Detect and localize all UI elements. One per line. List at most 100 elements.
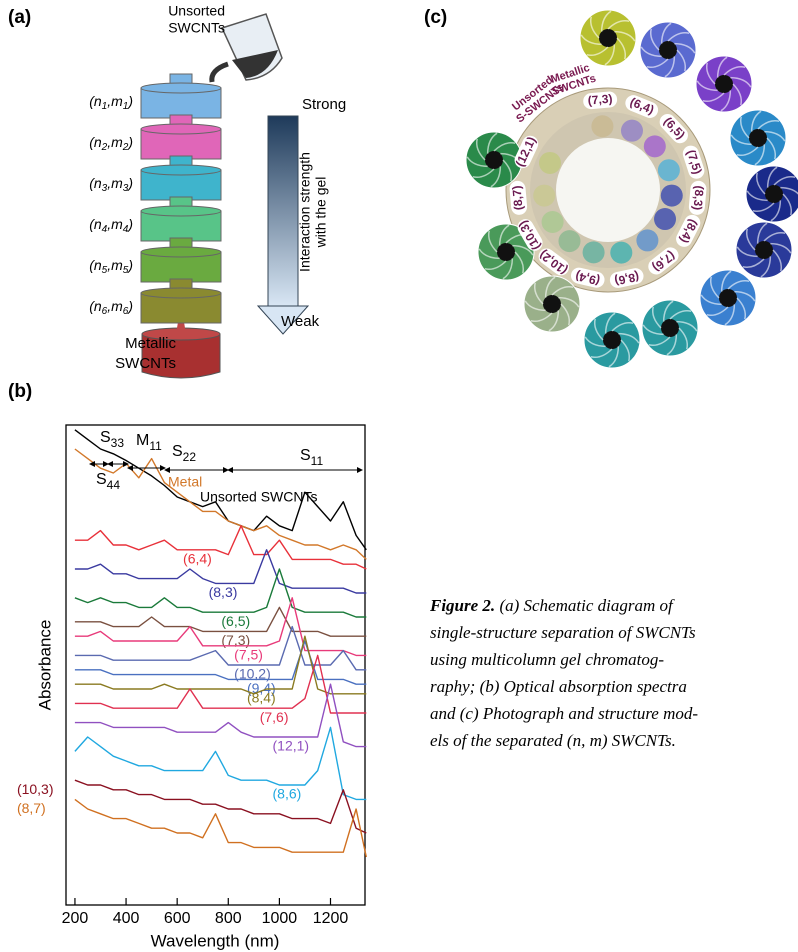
caption-line: Figure 2. (a) Schematic diagram of (429, 596, 675, 615)
vial (658, 159, 680, 181)
x-tick-label: 1000 (262, 910, 298, 927)
column-label-part: (n (89, 93, 102, 109)
source-label: SWCNTs (168, 20, 225, 36)
caption-line: using multicolumn gel chromatog- (430, 650, 664, 669)
series-label: Metal (168, 474, 202, 490)
band-label: S33 (100, 429, 124, 450)
caption-line: raphy; (b) Optical absorption spectra (430, 677, 687, 696)
column-label-part: ,m (107, 175, 123, 191)
structure-model-core (659, 41, 677, 59)
series-label: (6,5) (221, 613, 250, 629)
spectrum (75, 684, 366, 746)
weak-label: Weak (281, 313, 320, 330)
series-label: (8,3) (209, 584, 238, 600)
output-label: Metallic (125, 335, 176, 352)
caption-line: els of the separated (n, m) SWCNTs. (430, 731, 676, 750)
band-label: M11 (136, 432, 162, 453)
spectrum (75, 799, 366, 857)
column-top (141, 165, 221, 175)
column-top (141, 83, 221, 93)
column-label: (n5,m5) (89, 257, 133, 276)
column-label-part: ,m (107, 216, 123, 232)
structure-model-core (765, 185, 783, 203)
strong-label: Strong (302, 96, 346, 113)
column-label-part: (n (89, 298, 102, 314)
column-label-part: ,m (107, 93, 123, 109)
subscript: 11 (311, 454, 324, 468)
vial (583, 241, 605, 263)
vial (591, 115, 613, 137)
column-label: (n3,m3) (89, 175, 133, 194)
output-label: SWCNTs (115, 355, 176, 372)
subscript: 22 (183, 450, 197, 464)
figure: (a) (b) (c) Wavelength (nm) Absorbance F… (0, 0, 798, 952)
band-label-main: M (136, 432, 149, 449)
y-axis-label: Absorbance (35, 620, 54, 711)
band-label-main: S (172, 443, 183, 460)
subscript: 11 (149, 439, 162, 453)
structure-model-core (497, 243, 515, 261)
panel-label: (b) (8, 381, 32, 402)
caption-text: (a) Schematic diagram of (499, 596, 675, 615)
photo-center (556, 138, 660, 242)
vial (644, 135, 666, 157)
band-label-main: S (96, 471, 107, 488)
chirality-label: (8,7) (509, 185, 525, 211)
vial (558, 230, 580, 252)
series-label: (10,3) (17, 781, 54, 797)
gradient-arrow (268, 116, 298, 306)
chirality-label: (8,3) (690, 185, 706, 211)
structure-model-core (599, 29, 617, 47)
band-label: S22 (172, 443, 196, 464)
column-label-part: (n (89, 175, 102, 191)
band-label: S11 (300, 447, 323, 468)
column-label-part: (n (89, 134, 102, 150)
x-tick-label: 800 (215, 910, 242, 927)
vial (654, 208, 676, 230)
vial (621, 120, 643, 142)
x-tick-label: 1200 (313, 910, 349, 927)
column-top (141, 247, 221, 257)
structure-model-core (749, 129, 767, 147)
x-tick-label: 600 (164, 910, 191, 927)
column-label-part: (n (89, 216, 102, 232)
arrow-label: Interaction strength (297, 152, 313, 272)
x-tick-label: 200 (62, 910, 89, 927)
series-label: (6,4) (183, 551, 212, 567)
column-label: (n2,m2) (89, 134, 133, 153)
x-tick-label: 400 (113, 910, 140, 927)
subscript: 44 (107, 478, 121, 492)
structure-model-core (719, 289, 737, 307)
caption-line: single-structure separation of SWCNTs (430, 623, 696, 642)
series-label: (12,1) (273, 738, 310, 754)
caption-line: and (c) Photograph and structure mod- (430, 704, 698, 723)
x-axis-label: Wavelength (nm) (151, 931, 280, 950)
band-label-main: S (300, 447, 311, 464)
column-label: (n6,m6) (89, 298, 133, 317)
column-label: (n4,m4) (89, 216, 133, 235)
column-label-part: ,m (107, 298, 123, 314)
series-label: (7,6) (260, 709, 289, 725)
column-top (141, 288, 221, 298)
subscript: 33 (111, 436, 125, 450)
structure-model-core (603, 331, 621, 349)
series-label: (8,6) (273, 786, 302, 802)
column-label-part: ,m (107, 134, 123, 150)
vial (661, 185, 683, 207)
panel-label: (a) (8, 7, 31, 28)
structure-model-core (755, 241, 773, 259)
series-label: (8,7) (17, 800, 46, 816)
spectrum (75, 727, 366, 799)
structure-model-core (485, 151, 503, 169)
vial (542, 211, 564, 233)
vial (539, 152, 561, 174)
column-label-part: ,m (107, 257, 123, 273)
chirality-label: (7,3) (587, 91, 613, 107)
arrow-label: with the gel (313, 177, 329, 249)
caption-label: Figure 2. (429, 596, 495, 615)
series-label: (7,5) (234, 647, 263, 663)
column-top (141, 124, 221, 134)
structure-model-core (543, 295, 561, 313)
band-label: S44 (96, 471, 120, 492)
panel-label: (c) (424, 7, 447, 28)
